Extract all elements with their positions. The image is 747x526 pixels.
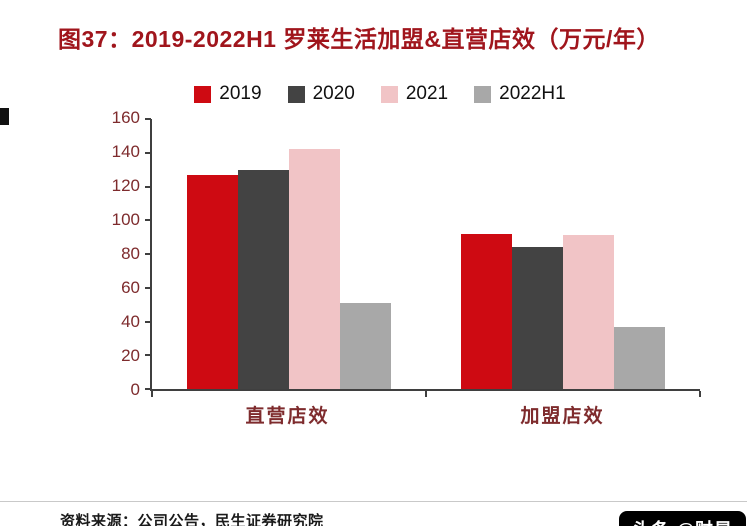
page-edge-mark: [0, 108, 9, 125]
y-axis-tick: [145, 253, 151, 255]
bar-2019-直营店效: [187, 174, 238, 389]
bar-group-直营店效: [187, 119, 391, 389]
footer-divider: [0, 501, 747, 502]
y-axis-tick: [145, 354, 151, 357]
y-tick-label-0: 0: [130, 380, 140, 399]
legend-swatch-2020: [287, 85, 305, 103]
x-axis-label-加盟店效: 加盟店效: [520, 406, 605, 427]
y-axis-tick: [145, 320, 151, 323]
chart-legend: 2019 2020 2021 2022H1: [60, 81, 700, 107]
y-axis: 0 20 40 60 80 100 120 140 160: [60, 108, 150, 399]
bar-2021-加盟店效: [563, 235, 614, 389]
legend-item-2020: 2020: [287, 83, 355, 105]
y-tick-label-100: 100: [111, 210, 140, 229]
legend-item-2019: 2019: [194, 83, 262, 105]
bar-2019-加盟店效: [461, 233, 512, 389]
y-tick-label-60: 60: [121, 278, 140, 297]
y-tick-label-140: 140: [111, 142, 140, 161]
report-figure-page: 图37：2019-2022H1 罗莱生活加盟&直营店效（万元/年） 2019 20…: [0, 24, 747, 526]
watermark-badge: 头条 @财是: [619, 511, 746, 526]
y-axis-tick: [145, 286, 151, 289]
y-axis-tick: [145, 151, 151, 154]
bar-2020-加盟店效: [512, 247, 563, 389]
legend-label-2019: 2019: [219, 83, 262, 104]
x-axis-tick: [151, 391, 153, 397]
y-tick-label-40: 40: [121, 312, 140, 331]
legend-swatch-2022H1: [474, 85, 492, 103]
legend-swatch-2021: [380, 85, 398, 103]
y-tick-label-160: 160: [111, 108, 140, 127]
figure-title: 图37：2019-2022H1 罗莱生活加盟&直营店效（万元/年）: [58, 26, 660, 52]
legend-label-2021: 2021: [405, 83, 449, 104]
x-axis-tick: [699, 391, 701, 397]
x-axis-tick: [425, 391, 427, 397]
bar-groups: [152, 119, 700, 389]
chart-body: 0 20 40 60 80 100 120 140 160: [60, 108, 701, 399]
x-axis-label-直营店效: 直营店效: [245, 406, 330, 427]
y-axis-tick: [145, 185, 151, 188]
y-tick-label-120: 120: [111, 176, 140, 195]
legend-item-2021: 2021: [380, 83, 449, 105]
bar-2020-直营店效: [238, 169, 289, 389]
bar-2021-直营店效: [289, 149, 340, 389]
bar-group-加盟店效: [461, 119, 665, 389]
legend-label-2022H1: 2022H1: [499, 83, 566, 104]
legend-item-2022H1: 2022H1: [474, 83, 566, 105]
y-tick-label-20: 20: [121, 346, 140, 365]
bar-2022H1-直营店效: [340, 302, 391, 389]
x-axis-labels: 直营店效 加盟店效: [150, 401, 700, 428]
legend-swatch-2019: [194, 85, 212, 103]
y-axis-tick: [145, 118, 151, 120]
plot-area: [145, 118, 701, 397]
legend-label-2020: 2020: [312, 83, 355, 104]
bar-chart: 2019 2020 2021 2022H1 0 20 40 60 80 100 120 140 160…: [60, 81, 701, 428]
y-axis-tick: [145, 388, 151, 390]
y-axis-tick: [145, 219, 151, 222]
bar-2022H1-加盟店效: [614, 326, 665, 389]
y-tick-label-80: 80: [121, 244, 140, 263]
source-note: 资料来源：公司公告，民生证券研究院: [60, 513, 324, 526]
